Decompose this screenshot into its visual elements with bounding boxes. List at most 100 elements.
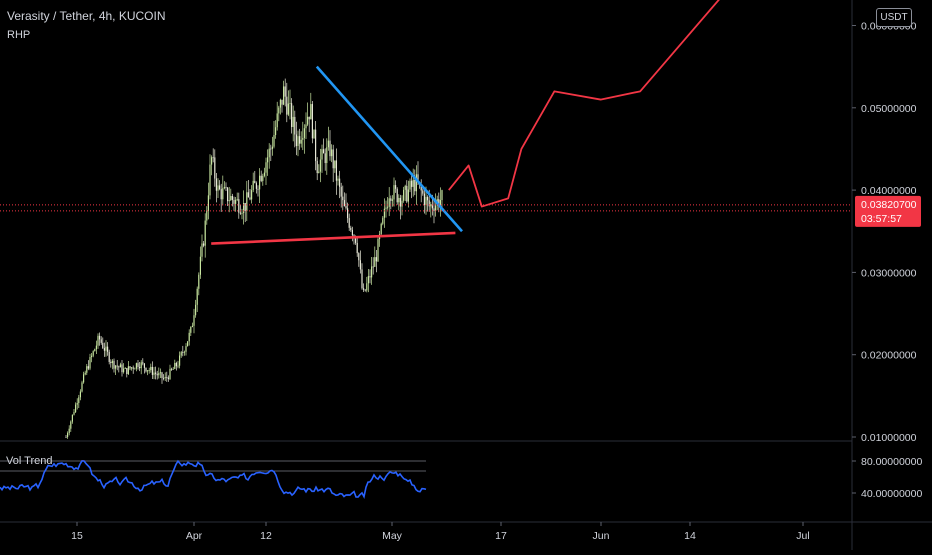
candle-body: [135, 363, 137, 369]
candle-body: [147, 370, 149, 372]
candle-body: [407, 189, 409, 202]
candle-body: [95, 345, 97, 350]
candle-body: [345, 206, 347, 209]
price-axis[interactable]: 0.100000000.090000000.080000000.07000000…: [852, 0, 921, 444]
candle-body: [337, 178, 339, 181]
candle-body: [247, 192, 249, 198]
time-axis[interactable]: 15 Apr 12 May 17 Jun 14 Jul: [71, 522, 810, 542]
time-tick-label: Jun: [593, 530, 610, 542]
candle-body: [305, 124, 307, 129]
candle-body: [366, 283, 368, 291]
time-tick-label: 14: [684, 530, 696, 542]
candle-body: [412, 179, 414, 187]
candle-body: [390, 198, 392, 201]
candle-body: [241, 212, 243, 214]
candle-body: [318, 171, 320, 174]
candle-body: [235, 199, 237, 204]
candle-body: [238, 199, 240, 213]
candle-body: [166, 377, 168, 378]
candle-body: [211, 157, 213, 165]
candle-body: [150, 366, 152, 371]
candle-body: [319, 159, 321, 172]
candle-body: [363, 288, 365, 290]
candle-body: [404, 185, 406, 190]
candle-body: [75, 404, 77, 413]
candle-body: [427, 196, 429, 201]
candle-body: [300, 139, 302, 144]
candle-body: [339, 178, 341, 187]
candle-body: [324, 153, 326, 164]
candle-body: [276, 113, 278, 128]
candle-body: [403, 189, 405, 201]
candle-body: [321, 149, 323, 160]
candle-body: [411, 180, 413, 187]
candle-body: [375, 257, 377, 262]
candle-body: [316, 160, 318, 174]
candle-body: [286, 96, 288, 115]
candle-body: [439, 200, 441, 207]
candle-body: [227, 187, 229, 202]
candle-body: [167, 377, 169, 380]
candle-body: [163, 378, 165, 379]
candle-body: [179, 355, 181, 366]
candle-body: [358, 253, 360, 261]
candle-body: [265, 162, 267, 173]
candle-body: [67, 433, 69, 438]
indicator-tick-label: 40.00000000: [861, 488, 922, 500]
candle-body: [377, 239, 379, 262]
candle-body: [107, 346, 109, 352]
candle-body: [355, 236, 357, 243]
candle-body: [303, 128, 305, 138]
candle-body: [81, 382, 83, 392]
candle-body: [307, 116, 309, 125]
candle-body: [251, 190, 253, 200]
candle-body: [102, 342, 104, 349]
candle-body: [308, 116, 310, 120]
candle-body: [103, 348, 105, 351]
candle-body: [153, 372, 155, 375]
indicator-pane[interactable]: 80.00000000 40.00000000: [0, 456, 922, 500]
candle-body: [406, 185, 408, 202]
candle-body: [270, 148, 272, 150]
candle-body: [185, 346, 187, 352]
candle-body: [347, 208, 349, 219]
candle-body: [111, 360, 113, 364]
candle-body: [142, 362, 144, 364]
candle-body: [428, 200, 430, 207]
candle-body: [380, 223, 382, 235]
candle-body: [326, 147, 328, 164]
candle-body: [225, 187, 227, 188]
candle-body: [281, 99, 283, 105]
drawings-layer[interactable]: [0, 0, 931, 245]
candle-body: [351, 230, 353, 236]
candle-body: [201, 243, 203, 257]
candle-body: [425, 196, 427, 205]
candle-body: [124, 368, 126, 369]
candle-body: [350, 227, 352, 231]
projection-path: [448, 0, 720, 208]
candle-body: [222, 188, 224, 200]
candle-body: [388, 198, 390, 207]
currency-button[interactable]: USDT: [876, 8, 912, 27]
countdown-label: 03:57:57: [861, 213, 902, 225]
candle-body: [159, 372, 161, 374]
candle-body: [385, 207, 387, 209]
candle-body: [171, 368, 173, 370]
candle-body: [84, 372, 86, 375]
candle-body: [188, 332, 190, 342]
candle-body: [105, 346, 107, 351]
candle-body: [435, 204, 437, 212]
candle-body: [279, 99, 281, 108]
candle-body: [423, 193, 425, 205]
candle-body: [169, 368, 171, 380]
candle-body: [364, 289, 366, 291]
candle-body: [254, 180, 256, 184]
candle-body: [262, 175, 264, 181]
indicator-label: Vol Trend: [6, 455, 53, 467]
candle-body: [156, 373, 158, 376]
candle-body: [420, 183, 422, 191]
candle-body: [278, 107, 280, 114]
